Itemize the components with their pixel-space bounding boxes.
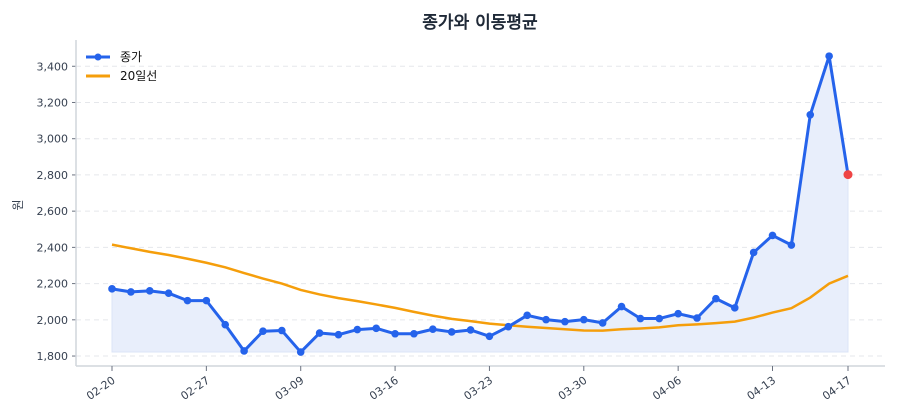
y-tick-label: 3,000 (37, 133, 69, 146)
close-point (598, 319, 607, 327)
y-tick-label: 2,200 (37, 278, 69, 291)
y-tick-label: 2,600 (37, 205, 69, 218)
close-point (466, 326, 475, 334)
close-point (542, 315, 550, 324)
close-point (787, 241, 796, 249)
close-point (674, 309, 682, 318)
x-tick-label: 03-16 (367, 374, 401, 403)
legend-label-ma20: 20일선 (120, 69, 157, 83)
close-point (278, 326, 286, 335)
close-point (655, 314, 664, 323)
close-point (391, 329, 399, 338)
close-point (447, 328, 456, 336)
close-point (296, 348, 305, 356)
close-point (579, 315, 588, 324)
close-point (372, 324, 381, 333)
x-tick-label: 03-23 (462, 374, 496, 403)
close-point (202, 296, 211, 305)
ma20-line (111, 243, 849, 332)
y-axis-label: 원 (11, 199, 25, 210)
legend-label-close: 종가 (120, 50, 142, 64)
x-tick-label: 02-27 (178, 374, 212, 403)
close-point (712, 294, 720, 303)
close-point (108, 285, 116, 293)
close-point (429, 325, 437, 334)
legend-marker-close (94, 53, 102, 61)
close-point (353, 325, 362, 334)
close-point (240, 347, 248, 355)
close-point (730, 304, 739, 312)
x-tick-label: 03-09 (273, 374, 307, 403)
close-point (825, 52, 833, 60)
chart-title: 종가와 이동평균 (422, 13, 538, 33)
x-tick-label: 04-17 (820, 374, 854, 403)
close-point (334, 330, 343, 339)
close-point (259, 327, 267, 336)
close-point (749, 248, 758, 257)
close-point (183, 296, 192, 305)
close-point (617, 302, 626, 311)
y-tick-label: 1,800 (37, 350, 69, 363)
close-line (111, 54, 850, 354)
x-tick-label: 04-06 (650, 374, 684, 403)
y-tick-label: 3,200 (37, 96, 69, 109)
close-point (485, 332, 494, 341)
close-point (164, 289, 173, 297)
y-tick-label: 2,800 (37, 169, 69, 182)
y-tick-label: 3,400 (37, 60, 69, 73)
y-tick-label: 2,000 (37, 314, 69, 327)
close-point (221, 320, 230, 329)
x-tick-label: 03-30 (556, 374, 590, 403)
close-point (145, 287, 154, 295)
x-tick-label: 02-20 (84, 374, 118, 403)
close-point (504, 322, 513, 331)
close-point (561, 317, 569, 326)
close-point (768, 231, 777, 240)
close-point (315, 329, 324, 337)
close-last-point (843, 170, 853, 180)
close-point (806, 110, 815, 119)
close-point (523, 311, 531, 320)
close-point (127, 288, 135, 296)
legend: 종가 20일선 (86, 50, 157, 83)
close-point (693, 314, 701, 322)
close-point (410, 329, 418, 338)
x-tick-label: 04-13 (745, 374, 779, 403)
close-point (636, 314, 645, 323)
y-tick-label: 2,400 (37, 241, 69, 254)
